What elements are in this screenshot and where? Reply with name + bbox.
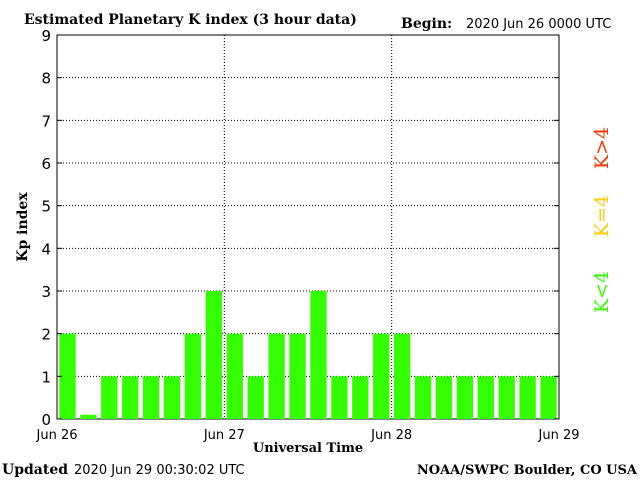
y-tick-label: 0 bbox=[41, 411, 51, 429]
kp-bar bbox=[289, 333, 306, 419]
y-tick-label: 2 bbox=[41, 326, 51, 344]
y-tick-label: 7 bbox=[41, 112, 51, 130]
y-axis-label: Kp index bbox=[15, 192, 31, 262]
kp-bar bbox=[456, 376, 474, 419]
kp-bar bbox=[414, 376, 432, 419]
kp-bar bbox=[142, 376, 160, 419]
y-tick-label: 5 bbox=[41, 198, 51, 216]
updated-value: 2020 Jun 29 00:30:02 UTC bbox=[74, 463, 245, 478]
kp-bar bbox=[373, 333, 390, 419]
x-axis-label: Universal Time bbox=[253, 441, 363, 456]
y-axis-ticks: 0 1 2 3 4 5 6 7 8 9 bbox=[41, 27, 559, 429]
y-tick-label: 6 bbox=[41, 155, 51, 173]
kp-bar bbox=[101, 376, 118, 419]
begin-label: Begin: bbox=[401, 16, 452, 32]
legend-k-less-4: K<4 bbox=[591, 271, 613, 313]
kp-bar bbox=[268, 333, 285, 419]
kp-bar bbox=[205, 291, 223, 419]
y-tick-label: 1 bbox=[41, 368, 51, 386]
kp-bar bbox=[498, 376, 515, 419]
kp-bar bbox=[247, 376, 264, 419]
bars bbox=[59, 291, 557, 419]
kp-bar bbox=[122, 376, 139, 419]
x-tick-label: Jun 29 bbox=[538, 428, 580, 443]
x-axis-ticks: Jun 26 Jun 27 Jun 28 Jun 29 bbox=[36, 428, 580, 443]
x-tick-label: Jun 27 bbox=[203, 428, 245, 443]
begin-value: 2020 Jun 26 0000 UTC bbox=[466, 17, 611, 32]
kp-bar bbox=[226, 333, 243, 419]
plot-frame bbox=[56, 34, 560, 420]
legend-k-greater-4: K>4 bbox=[591, 127, 613, 169]
chart-title: Estimated Planetary K index (3 hour data… bbox=[24, 12, 357, 28]
kp-bar bbox=[80, 414, 97, 419]
credit-text: NOAA/SWPC Boulder, CO USA bbox=[417, 463, 638, 478]
kp-bar bbox=[352, 376, 369, 419]
y-tick-label: 3 bbox=[41, 283, 51, 301]
kp-bar bbox=[519, 376, 536, 419]
x-tick-label: Jun 26 bbox=[36, 428, 78, 443]
kp-bar bbox=[163, 376, 181, 419]
kp-bar bbox=[477, 376, 494, 419]
legend-k-equal-4: K=4 bbox=[591, 195, 613, 237]
y-tick-label: 9 bbox=[41, 27, 51, 45]
y-tick-label: 8 bbox=[41, 70, 51, 88]
grid-lines bbox=[57, 35, 559, 419]
kp-bar bbox=[435, 376, 453, 419]
kp-bar bbox=[310, 291, 327, 419]
x-tick-label: Jun 28 bbox=[370, 428, 412, 443]
kp-bar bbox=[59, 333, 76, 419]
kp-bar bbox=[331, 376, 348, 419]
kp-bar bbox=[540, 376, 557, 419]
kp-bar bbox=[393, 333, 411, 419]
kp-bar bbox=[184, 333, 202, 419]
y-tick-label: 4 bbox=[41, 240, 51, 258]
updated-label: Updated bbox=[2, 462, 68, 478]
